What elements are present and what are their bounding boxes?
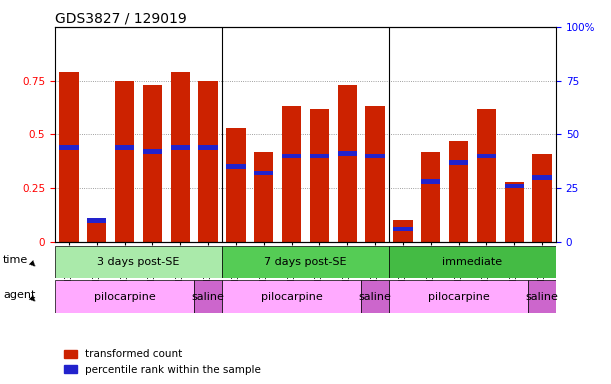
Bar (143, 149, 162, 154)
Bar (310, 154, 329, 158)
Bar (310, 109, 329, 242)
Text: immediate: immediate (442, 257, 503, 267)
Bar (222, 246, 389, 278)
Bar (365, 106, 385, 242)
Text: pilocarpine: pilocarpine (93, 291, 155, 302)
Bar (226, 128, 246, 242)
Bar (199, 81, 218, 242)
Bar (115, 81, 134, 242)
Bar (389, 246, 556, 278)
Text: pilocarpine: pilocarpine (428, 291, 489, 302)
Text: 7 days post-SE: 7 days post-SE (264, 257, 347, 267)
Bar (505, 182, 524, 242)
Bar (199, 145, 218, 150)
Bar (449, 160, 468, 165)
Bar (226, 164, 246, 169)
Bar (143, 85, 162, 242)
Bar (532, 175, 552, 180)
Legend: transformed count, percentile rank within the sample: transformed count, percentile rank withi… (60, 345, 265, 379)
Bar (87, 218, 106, 223)
Bar (361, 280, 389, 313)
Bar (477, 154, 496, 158)
Text: GDS3827 / 129019: GDS3827 / 129019 (55, 12, 187, 26)
Bar (365, 154, 385, 158)
Bar (254, 152, 274, 242)
Bar (282, 154, 301, 158)
Text: 3 days post-SE: 3 days post-SE (97, 257, 180, 267)
Text: saline: saline (359, 291, 392, 302)
Bar (55, 246, 222, 278)
Text: pilocarpine: pilocarpine (261, 291, 323, 302)
Bar (393, 220, 412, 242)
Bar (170, 72, 190, 242)
Bar (532, 154, 552, 242)
Bar (337, 151, 357, 156)
Bar (194, 280, 222, 313)
Bar (421, 179, 441, 184)
Bar (222, 280, 361, 313)
Bar (337, 85, 357, 242)
Bar (87, 218, 106, 242)
Bar (528, 280, 556, 313)
Bar (55, 280, 194, 313)
Bar (59, 72, 79, 242)
Bar (393, 227, 412, 232)
Bar (170, 145, 190, 150)
Text: time: time (3, 255, 28, 265)
Text: ▶: ▶ (27, 258, 38, 270)
Text: ▶: ▶ (27, 293, 38, 304)
Text: saline: saline (192, 291, 224, 302)
Bar (477, 109, 496, 242)
Bar (389, 280, 528, 313)
Text: agent: agent (3, 290, 35, 300)
Bar (505, 184, 524, 189)
Bar (115, 145, 134, 150)
Bar (449, 141, 468, 242)
Text: saline: saline (525, 291, 558, 302)
Bar (282, 106, 301, 242)
Bar (254, 171, 274, 175)
Bar (421, 152, 441, 242)
Bar (59, 145, 79, 150)
